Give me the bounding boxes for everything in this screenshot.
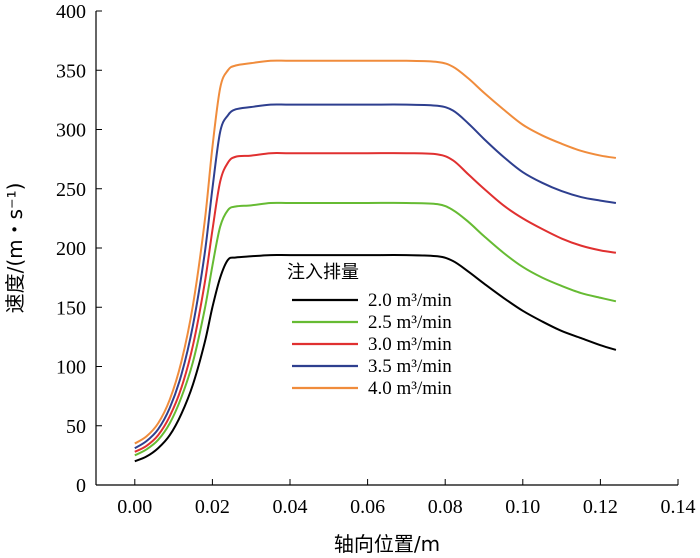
legend-title: 注入排量 [287,262,359,283]
series-lines [134,59,617,463]
x-tick-label: 0.12 [583,496,618,518]
series-line-1 [134,254,617,463]
y-axis-title: 速度/(m・s⁻¹) [3,183,27,314]
y-axis: 0 50 100 150 200 250 300 350 400 [56,1,102,497]
series-line-5 [134,59,617,445]
y-tick-label: 300 [56,120,86,142]
series-line-3 [134,152,617,453]
x-tick-label: 0.10 [505,496,540,518]
y-tick-label: 0 [76,475,86,497]
legend-label-1: 2.0 m³/min [368,290,452,311]
y-tick-label: 100 [56,357,86,379]
y-tick-label: 50 [66,416,86,438]
x-tick-label: 0.14 [661,496,696,518]
x-axis-title: 轴向位置/m [334,532,440,556]
y-tick-label: 150 [56,297,86,319]
y-tick-label: 200 [56,238,86,260]
series-line-4 [134,103,617,450]
y-tick-label: 250 [56,179,86,201]
x-axis: 0.00 0.02 0.04 0.06 0.08 0.10 0.12 0.14 [117,479,696,518]
series-line-2 [134,201,617,457]
x-tick-label: 0.00 [117,496,152,518]
legend-label-4: 3.5 m³/min [368,356,452,377]
y-tick-label: 350 [56,60,86,82]
y-tick-label: 400 [56,1,86,23]
x-tick-label: 0.04 [273,496,308,518]
legend-label-2: 2.5 m³/min [368,312,452,333]
x-tick-label: 0.02 [195,496,230,518]
x-tick-label: 0.06 [350,496,385,518]
x-tick-label: 0.08 [428,496,463,518]
legend-label-5: 4.0 m³/min [368,378,452,399]
legend-label-3: 3.0 m³/min [368,334,452,355]
